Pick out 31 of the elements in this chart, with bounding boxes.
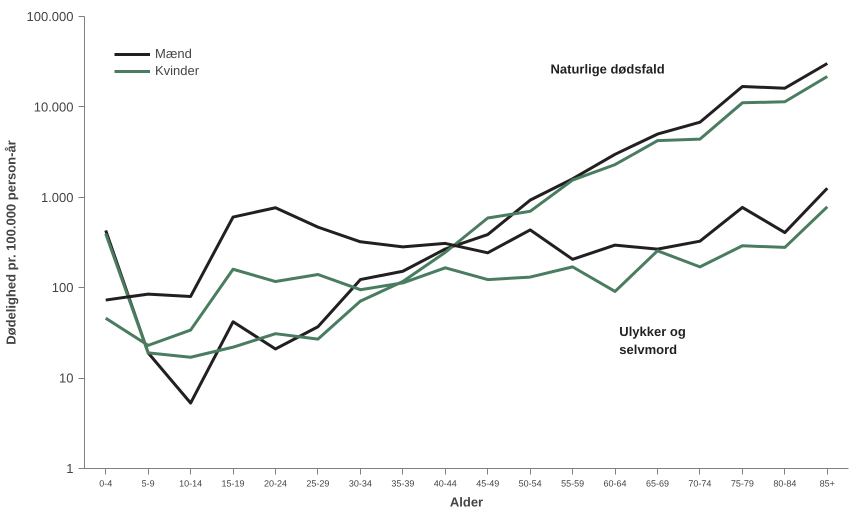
x-tick-label: 35-39 bbox=[391, 478, 414, 488]
x-tick-label: 0-4 bbox=[99, 478, 112, 488]
x-tick-label: 85+ bbox=[820, 478, 835, 488]
y-tick-label: 10.000 bbox=[34, 99, 74, 114]
x-tick-label: 80-84 bbox=[773, 478, 796, 488]
x-tick-label: 50-54 bbox=[518, 478, 542, 488]
x-tick-label: 65-69 bbox=[646, 478, 670, 488]
x-tick-label: 60-64 bbox=[604, 478, 627, 488]
x-tick-label: 40-44 bbox=[434, 478, 457, 488]
annotation: Ulykker og selvmord bbox=[619, 324, 686, 357]
x-tick-label: 10-14 bbox=[179, 478, 202, 488]
x-tick-label: 25-29 bbox=[306, 478, 330, 488]
y-axis-title: Dødelighed pr. 100.000 person-år bbox=[4, 140, 19, 345]
x-tick-label: 20-24 bbox=[264, 478, 288, 488]
line-series bbox=[104, 74, 829, 359]
x-tick-label: 45-49 bbox=[476, 478, 500, 488]
x-tick-label: 75-79 bbox=[730, 478, 754, 488]
y-tick-label: 1.000 bbox=[40, 190, 74, 205]
y-tick-label: 100.000 bbox=[26, 9, 74, 24]
legend-label: Mænd bbox=[155, 46, 192, 61]
legend-label: Kvinder bbox=[155, 63, 200, 78]
x-tick-label: 55-59 bbox=[561, 478, 584, 488]
y-tick-label: 100 bbox=[52, 280, 74, 296]
x-axis-title: Alder bbox=[450, 494, 484, 510]
x-tick-label: 70-74 bbox=[688, 478, 712, 488]
x-tick-label: 15-19 bbox=[222, 478, 245, 488]
annotation: Naturlige dødsfald bbox=[550, 62, 665, 77]
y-tick-label: 10 bbox=[59, 370, 74, 386]
x-tick-label: 30-34 bbox=[348, 478, 372, 488]
x-tick-label: 5-9 bbox=[142, 478, 155, 488]
y-tick-label: 1 bbox=[66, 461, 74, 476]
